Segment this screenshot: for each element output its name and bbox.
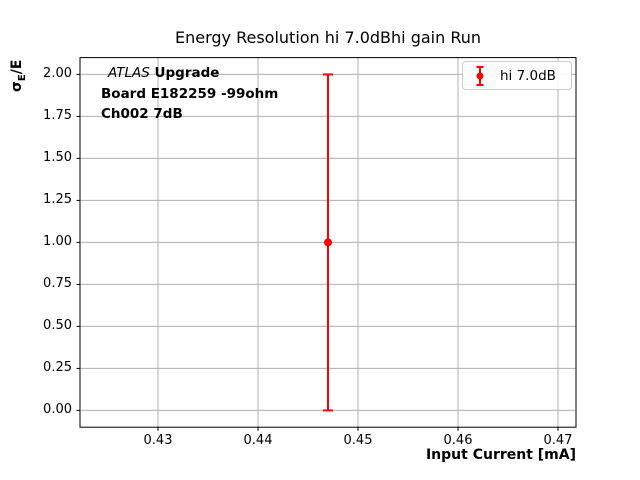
x-tick-label: 0.43	[143, 433, 173, 449]
legend: hi 7.0dB	[462, 61, 572, 90]
x-tick-label: 0.45	[343, 433, 373, 449]
x-tick-label: 0.46	[443, 433, 473, 449]
y-tick-label: 0.75	[43, 276, 72, 292]
legend-label: hi 7.0dB	[500, 67, 556, 84]
y-tick-label: 0.25	[43, 360, 72, 376]
annotation-text: ATLAS Upgrade Board E182259 -99ohm Ch002…	[101, 63, 278, 125]
y-tick-label: 2.00	[43, 66, 72, 82]
annotation-line-2: Board E182259 -99ohm	[101, 85, 279, 102]
data-point	[324, 238, 332, 247]
y-tick-label: 1.50	[43, 150, 72, 166]
y-tick-label: 1.25	[43, 192, 72, 208]
annotation-upgrade: Upgrade	[149, 65, 220, 81]
chart-title: Energy Resolution hi 7.0dBhi gain Run	[174, 28, 482, 47]
y-tick-label: 0.50	[43, 318, 72, 334]
x-tick-label: 0.44	[243, 433, 273, 449]
legend-errorbar-glyph	[476, 65, 484, 86]
y-tick-label: 1.75	[43, 108, 72, 124]
annotation-atlas: ATLAS	[108, 65, 150, 81]
y-tick-label: 1.00	[43, 234, 72, 250]
x-tick-label: 0.47	[543, 433, 573, 449]
annotation-line-3: Ch002 7dB	[101, 106, 183, 122]
x-axis-label: Input Current [mA]	[425, 447, 576, 463]
annotation-line-1: ATLAS Upgrade	[101, 63, 278, 84]
y-tick-label: 0.00	[43, 402, 72, 418]
